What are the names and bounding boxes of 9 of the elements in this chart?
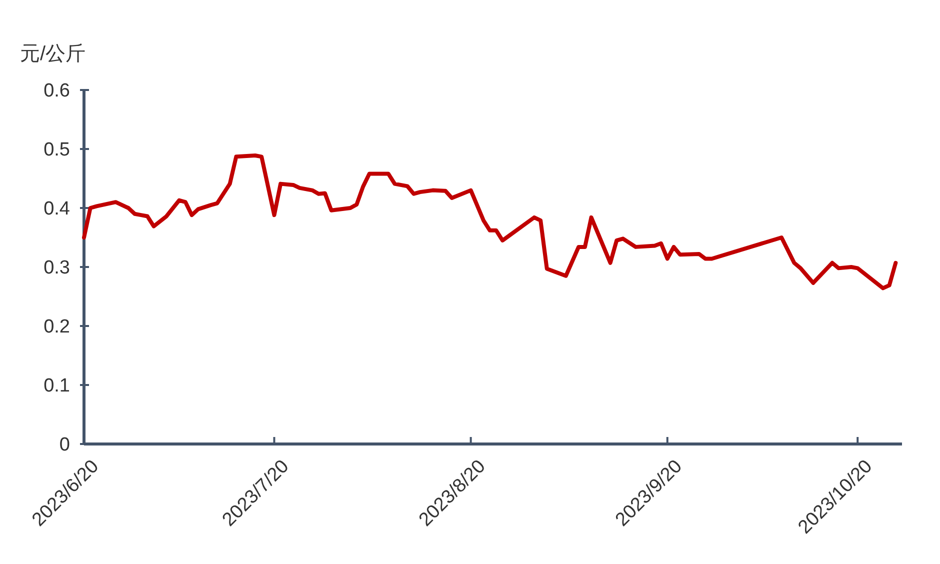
y-tick-label: 0.3	[44, 258, 70, 279]
y-tick-label: 0.1	[44, 376, 70, 397]
y-axis-title: 元/公斤	[20, 43, 86, 65]
y-tick-label: 0.4	[44, 198, 70, 220]
y-tick-label: 0	[59, 434, 70, 456]
line-series	[82, 153, 898, 290]
y-tick-label: 0.5	[44, 140, 70, 161]
y-tick-label: 0.2	[44, 316, 70, 338]
y-tick-label: 0.6	[44, 80, 70, 102]
